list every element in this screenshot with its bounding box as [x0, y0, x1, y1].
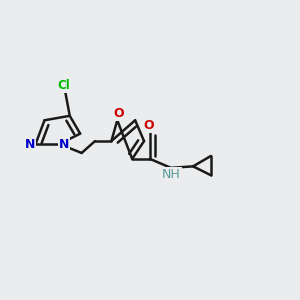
Text: N: N — [25, 138, 35, 151]
Text: NH: NH — [162, 168, 181, 181]
Text: O: O — [113, 107, 124, 120]
Text: O: O — [143, 119, 154, 132]
Text: Cl: Cl — [57, 79, 70, 92]
Text: N: N — [58, 138, 69, 151]
